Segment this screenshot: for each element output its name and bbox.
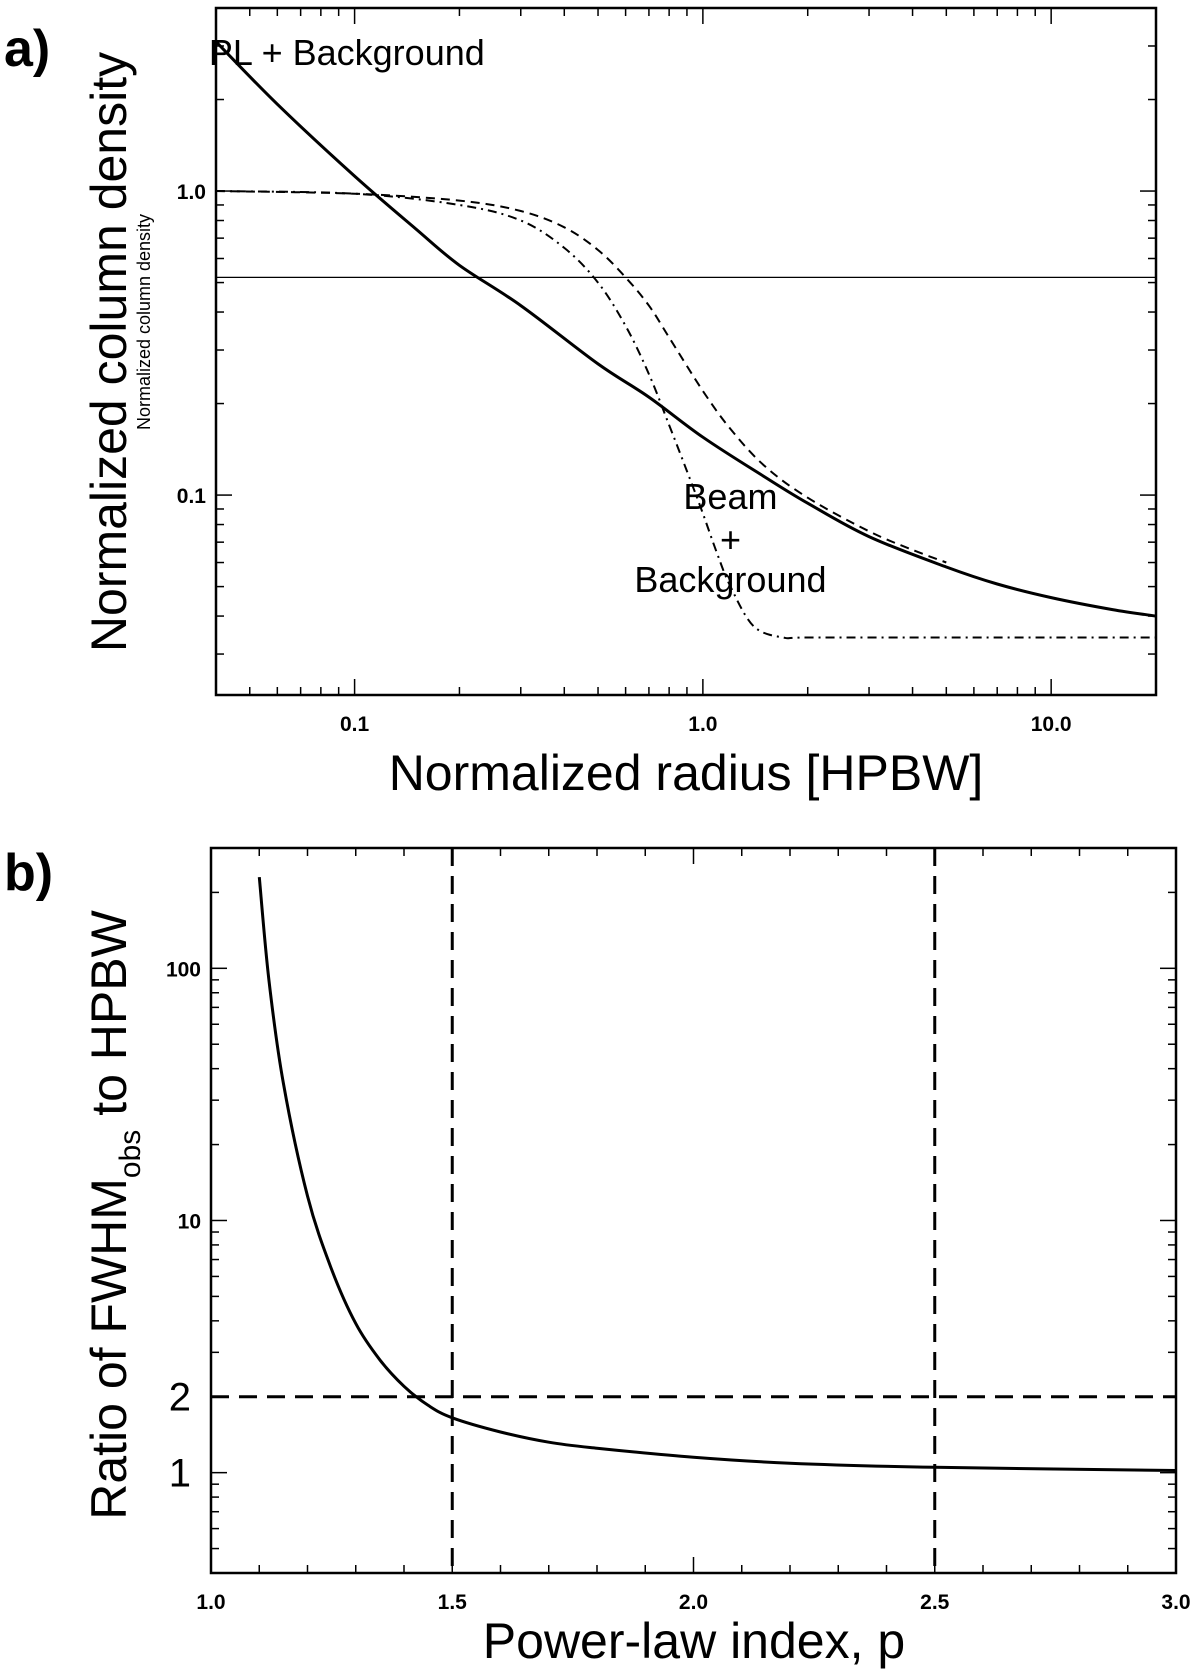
panel-a-ylabel: Normalized column density: [81, 52, 137, 652]
panel-a-plot-frame: [214, 6, 1158, 697]
panel-b-plot-frame: [209, 846, 1178, 1575]
panel-a-annotation: Background: [634, 559, 826, 600]
panel-a-annotation: Beam: [683, 476, 777, 517]
panel-b-ylabel-sub: obs: [114, 1130, 147, 1178]
panel-a-annotation: +: [720, 519, 741, 560]
panel-a-lines: [214, 40, 1157, 640]
panel-a-ticks: 0.1 1.0 10.0 0.1 1.0: [177, 7, 1157, 736]
panel-b-xlabel: Power-law index, p: [483, 1613, 905, 1669]
panel-a-annotation: PL + Background: [209, 32, 485, 73]
panel-b-x-tick-label: 3.0: [1161, 1591, 1190, 1614]
panel-b-x-tick-label: 1.0: [196, 1591, 225, 1614]
panel-a-x-tick-label: 10.0: [1031, 713, 1072, 736]
panel-a-x-tick-label: 0.1: [340, 713, 370, 736]
panel-b-ylabel-main: Ratio of FWHM: [81, 1178, 137, 1520]
panel-a-annotations: PL + Background Beam+Background: [209, 32, 827, 600]
panel-a-ylabel-small: Normalized column density: [134, 214, 154, 430]
panel-b-lines: [211, 848, 1177, 1573]
panel-b-x-tick-label: 1.5: [438, 1591, 468, 1614]
panel-b-ylabel: Ratio of FWHMobs to HPBW: [81, 909, 147, 1519]
panel-b: b) 1.0 1.5 2.0 2.5 3.0 10 100 1 2 Power-law inde…: [4, 844, 1191, 1669]
panel-b-x-tick-label: 2.0: [679, 1591, 708, 1614]
panel-b-ticks: 1.0 1.5 2.0 2.5 3.0 10 100 1 2: [166, 847, 1191, 1614]
panel-a: a) 0.1 1.0 10.0 0.1 1.0 Normalized radius [H…: [4, 6, 1158, 801]
panel-b-x-tick-label: 2.5: [920, 1591, 950, 1614]
panel-b-y-tick-label-big: 2: [169, 1376, 191, 1420]
panel-a-series-dashed: [215, 190, 947, 564]
panel-b-ylabel-tail: to HPBW: [81, 909, 137, 1129]
panel-b-series-solid: [257, 876, 1177, 1472]
panel-a-y-tick-label: 0.1: [177, 485, 207, 508]
panel-a-label: a): [4, 20, 50, 78]
panel-a-series-dashdot: [215, 190, 1156, 640]
panel-a-x-tick-label: 1.0: [688, 713, 717, 736]
panel-a-xlabel: Normalized radius [HPBW]: [389, 745, 984, 801]
panel-b-label: b): [4, 844, 53, 902]
panel-b-y-tick-label: 100: [166, 958, 201, 981]
panel-a-series-solid: [214, 40, 1157, 618]
panel-a-y-tick-label: 1.0: [177, 181, 206, 204]
panel-b-y-tick-label: 10: [178, 1210, 201, 1233]
panel-b-y-tick-label-big: 1: [169, 1452, 191, 1496]
